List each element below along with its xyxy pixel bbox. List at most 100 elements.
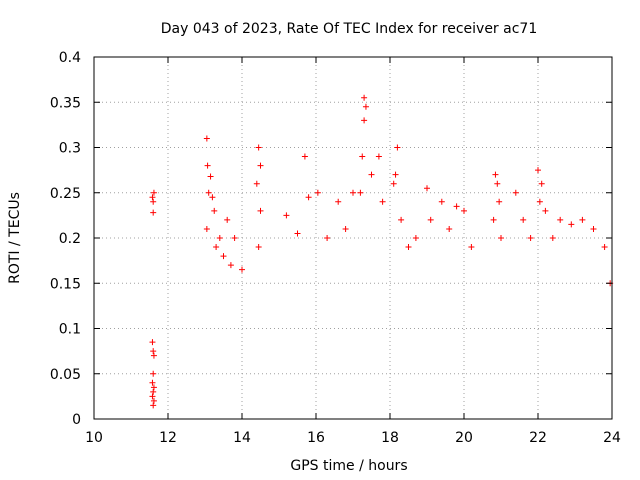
data-point bbox=[405, 244, 412, 251]
data-point bbox=[494, 180, 501, 187]
data-point bbox=[536, 198, 543, 205]
data-point bbox=[209, 194, 216, 201]
y-tick-label: 0.2 bbox=[59, 231, 81, 247]
data-point bbox=[205, 189, 212, 196]
data-point bbox=[496, 198, 503, 205]
data-point bbox=[601, 244, 608, 251]
y-tick-label: 0.1 bbox=[59, 322, 81, 338]
data-point bbox=[150, 189, 157, 196]
data-point bbox=[538, 180, 545, 187]
data-point bbox=[213, 244, 220, 251]
x-tick-labels: 10 12 14 16 18 20 22 24 bbox=[85, 430, 621, 446]
data-point bbox=[224, 216, 231, 223]
y-tick-label: 0.15 bbox=[50, 276, 81, 292]
data-point bbox=[150, 198, 157, 205]
data-point bbox=[305, 194, 312, 201]
data-point bbox=[239, 266, 245, 273]
x-tick-label: 20 bbox=[455, 430, 473, 446]
data-point bbox=[542, 207, 549, 214]
data-point bbox=[255, 244, 262, 251]
y-axis-title: ROTI / TECUs bbox=[7, 192, 23, 284]
data-point bbox=[398, 216, 405, 223]
data-point bbox=[590, 225, 597, 232]
data-point bbox=[427, 216, 434, 223]
data-point bbox=[549, 235, 556, 241]
y-tick-label: 0.4 bbox=[59, 50, 81, 66]
data-point bbox=[150, 384, 157, 391]
data-point bbox=[394, 144, 401, 151]
data-point bbox=[207, 173, 214, 180]
data-point bbox=[203, 135, 210, 142]
data-point bbox=[294, 230, 301, 237]
data-point bbox=[149, 194, 156, 201]
data-point bbox=[211, 207, 218, 214]
data-point bbox=[520, 216, 527, 223]
data-point bbox=[368, 171, 375, 178]
data-point bbox=[379, 198, 386, 205]
data-point bbox=[335, 198, 342, 205]
data-point bbox=[255, 144, 262, 151]
data-point bbox=[150, 388, 157, 395]
data-point bbox=[301, 153, 308, 160]
data-point bbox=[453, 203, 460, 210]
data-point bbox=[216, 235, 223, 241]
x-tick-label: 14 bbox=[233, 430, 251, 446]
data-point bbox=[257, 162, 264, 169]
data-point bbox=[412, 235, 419, 241]
data-point bbox=[220, 253, 227, 260]
y-tick-label: 0.3 bbox=[59, 141, 81, 157]
data-point bbox=[361, 117, 368, 124]
x-tick-label: 24 bbox=[603, 430, 621, 446]
data-point bbox=[492, 171, 499, 178]
data-point bbox=[535, 167, 541, 174]
data-point bbox=[150, 402, 157, 409]
data-point bbox=[490, 216, 497, 223]
data-point bbox=[150, 370, 157, 377]
data-point bbox=[253, 180, 260, 187]
data-point bbox=[438, 198, 445, 205]
data-point bbox=[568, 221, 575, 228]
data-point bbox=[361, 94, 368, 101]
chart-title: Day 043 of 2023, Rate Of TEC Index for r… bbox=[161, 21, 537, 37]
x-tick-label: 22 bbox=[529, 430, 547, 446]
data-point bbox=[468, 244, 475, 251]
data-point bbox=[357, 189, 364, 196]
axis-ticks bbox=[93, 56, 613, 420]
y-tick-label: 0.05 bbox=[50, 367, 81, 383]
data-point bbox=[557, 216, 564, 223]
data-point bbox=[579, 216, 586, 223]
y-tick-labels: 0 0.05 0.1 0.15 0.2 0.25 0.3 0.35 0.4 bbox=[50, 50, 81, 428]
data-point bbox=[150, 352, 157, 359]
data-point bbox=[204, 162, 211, 169]
x-tick-label: 10 bbox=[85, 430, 103, 446]
data-point bbox=[359, 153, 366, 160]
data-point bbox=[392, 171, 399, 178]
x-tick-label: 12 bbox=[159, 430, 177, 446]
data-point bbox=[150, 348, 157, 355]
data-point bbox=[512, 189, 519, 196]
data-point bbox=[362, 103, 369, 110]
y-tick-label: 0.35 bbox=[50, 95, 81, 111]
data-point bbox=[203, 225, 210, 232]
x-axis-title: GPS time / hours bbox=[290, 458, 407, 474]
data-point bbox=[461, 207, 467, 214]
data-point bbox=[231, 235, 238, 241]
data-point bbox=[149, 379, 156, 386]
data-point bbox=[324, 235, 331, 241]
data-point bbox=[227, 262, 234, 269]
data-point bbox=[527, 235, 534, 241]
y-tick-label: 0.25 bbox=[50, 186, 81, 202]
data-point bbox=[342, 225, 349, 232]
data-point bbox=[150, 397, 157, 404]
data-point bbox=[424, 185, 430, 192]
x-tick-label: 16 bbox=[307, 430, 325, 446]
data-point bbox=[350, 189, 356, 196]
x-tick-label: 18 bbox=[381, 430, 399, 446]
data-point bbox=[446, 225, 453, 232]
data-point bbox=[390, 180, 397, 187]
data-point bbox=[283, 212, 290, 219]
data-point bbox=[149, 393, 156, 400]
data-points bbox=[149, 94, 614, 409]
data-point bbox=[149, 339, 156, 346]
